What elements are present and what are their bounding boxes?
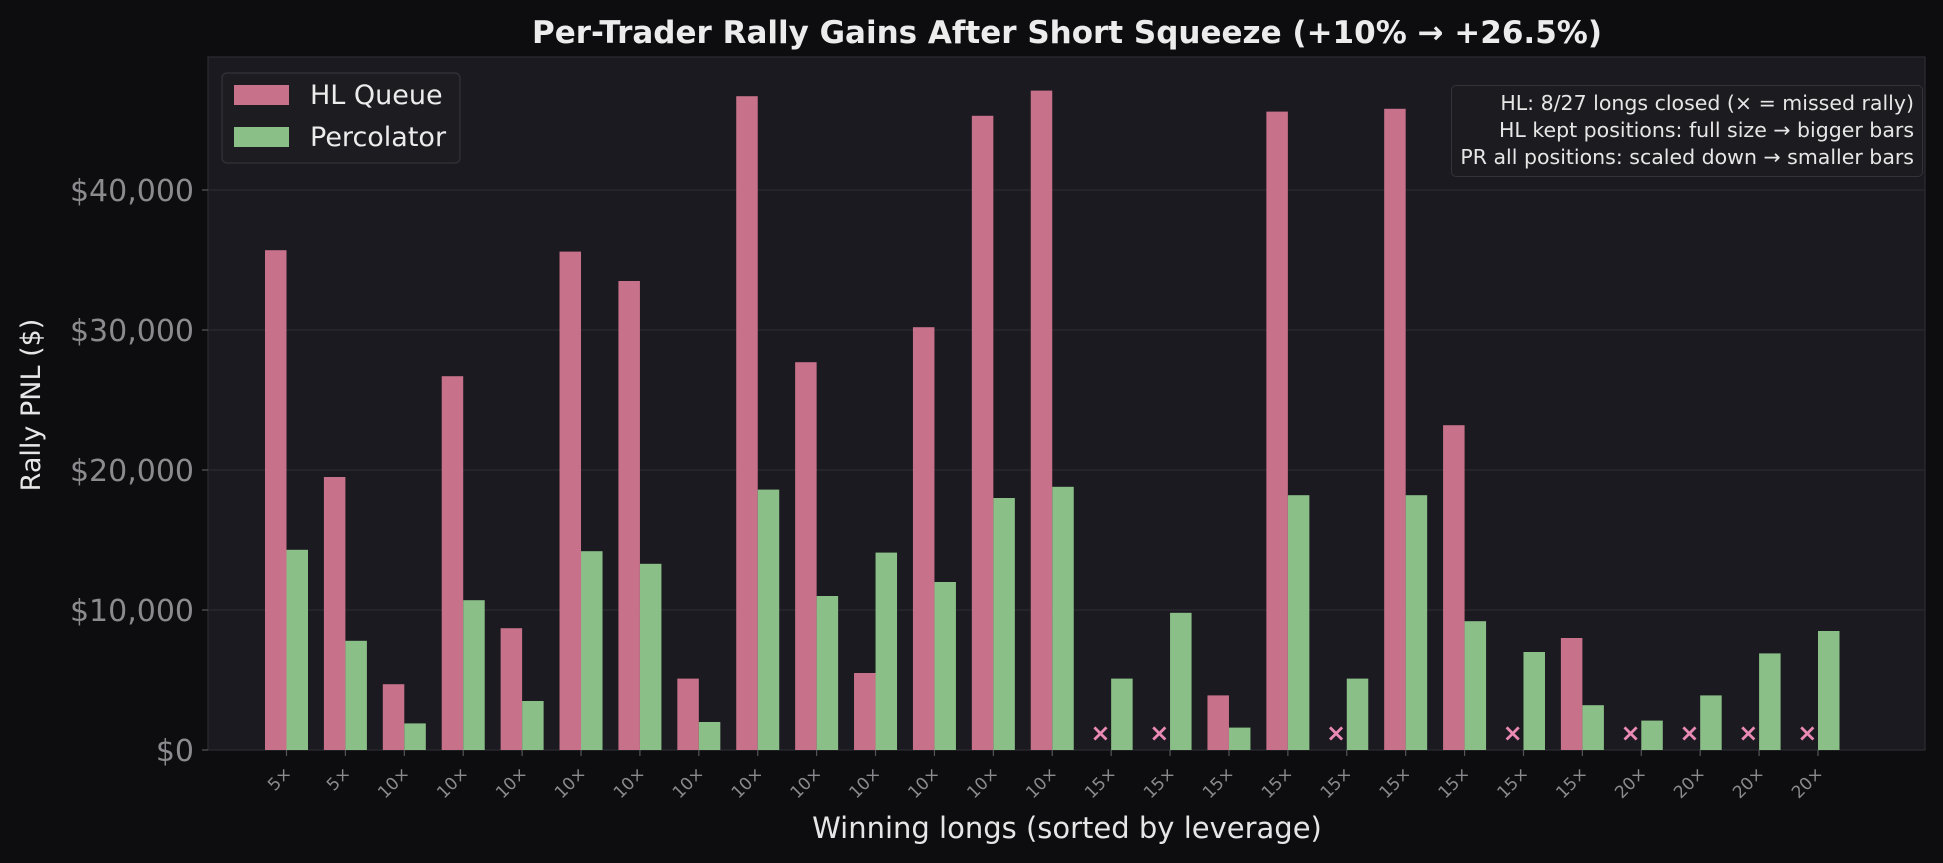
x-tick-label: 20× <box>1611 763 1651 803</box>
bar-percolator <box>1287 495 1310 750</box>
bar-percolator <box>1641 720 1663 750</box>
bar-hl-queue <box>1030 90 1053 751</box>
annotation-line-2: HL kept positions: full size → bigger ba… <box>1498 118 1914 142</box>
bar-hl-queue <box>265 250 287 750</box>
x-tick-label: 20× <box>1788 763 1828 803</box>
legend: HL Queue Percolator <box>221 72 461 164</box>
x-tick-label: 10× <box>433 763 473 803</box>
y-tick-label: $0 <box>156 734 194 769</box>
x-tick-label: 15× <box>1435 763 1475 803</box>
bar-hl-queue <box>677 678 699 750</box>
chart-title: Per-Trader Rally Gains After Short Squee… <box>532 15 1602 51</box>
annotation-line-3: PR all positions: scaled down → smaller … <box>1460 145 1914 169</box>
x-tick-label: 5× <box>323 763 355 795</box>
bar-hl-queue <box>912 327 935 750</box>
x-tick-label: 10× <box>669 763 709 803</box>
missed-rally-marker: × <box>1149 719 1169 747</box>
bar-percolator <box>816 596 839 750</box>
missed-rally-marker: × <box>1503 719 1523 747</box>
x-tick-label: 15× <box>1258 763 1298 803</box>
bar-hl-queue <box>971 115 994 751</box>
bar-percolator <box>522 701 544 750</box>
bar-percolator <box>463 600 485 750</box>
annotation-line-1: HL: 8/27 longs closed (× = missed rally) <box>1500 91 1914 115</box>
x-tick-label: 15× <box>1140 763 1180 803</box>
bar-percolator <box>698 722 721 750</box>
x-tick-label: 15× <box>1081 763 1121 803</box>
bar-percolator <box>1405 495 1428 750</box>
x-tick-label: 20× <box>1729 763 1769 803</box>
legend-swatch-hl-queue <box>234 85 289 105</box>
x-tick-label: 10× <box>551 763 591 803</box>
bar-hl-queue <box>736 96 758 750</box>
missed-rally-marker: × <box>1326 719 1346 747</box>
bar-percolator <box>1228 727 1251 750</box>
bar-percolator <box>286 549 308 750</box>
y-tick-label: $10,000 <box>70 594 194 629</box>
missed-rally-marker: × <box>1738 719 1758 747</box>
y-tick-label: $30,000 <box>70 314 194 349</box>
missed-rally-marker: × <box>1090 719 1110 747</box>
bar-hl-queue <box>1384 108 1406 751</box>
bar-percolator <box>1759 653 1781 750</box>
bar-percolator <box>581 551 603 750</box>
bar-percolator <box>1582 705 1604 750</box>
x-tick-label: 10× <box>374 763 414 803</box>
bar-percolator <box>934 582 956 750</box>
missed-rally-marker: × <box>1679 719 1699 747</box>
bar-percolator <box>875 552 898 750</box>
annotation-box: HL: 8/27 longs closed (× = missed rally)… <box>1451 85 1923 177</box>
bar-hl-queue <box>1266 111 1288 751</box>
x-tick-label: 10× <box>846 763 886 803</box>
x-tick-label: 15× <box>1376 763 1416 803</box>
bar-percolator <box>757 489 780 750</box>
x-tick-label: 15× <box>1317 763 1357 803</box>
x-tick-label: 10× <box>787 763 827 803</box>
bar-percolator <box>404 723 426 750</box>
bar-hl-queue <box>441 376 464 750</box>
y-axis-label: Rally PNL ($) <box>16 319 47 492</box>
legend-label-hl-queue: HL Queue <box>310 80 443 111</box>
x-tick-label: 10× <box>492 763 532 803</box>
bar-percolator <box>345 640 367 750</box>
bar-percolator <box>1700 695 1722 750</box>
bar-percolator <box>639 563 662 750</box>
y-tick-label: $20,000 <box>70 454 194 489</box>
x-axis-label: Winning longs (sorted by leverage) <box>812 811 1322 845</box>
bar-hl-queue <box>382 684 405 750</box>
bar-hl-queue <box>1560 638 1583 750</box>
y-tick-label: $40,000 <box>70 174 194 209</box>
bar-percolator <box>1464 621 1487 750</box>
bar-hl-queue <box>323 477 346 750</box>
bar-percolator <box>1052 486 1074 750</box>
x-tick-label: 10× <box>728 763 768 803</box>
x-tick-label: 10× <box>1022 763 1062 803</box>
x-tick-label: 20× <box>1670 763 1710 803</box>
legend-label-percolator: Percolator <box>310 122 447 153</box>
bar-percolator <box>993 498 1015 750</box>
bar-hl-queue <box>618 281 640 750</box>
bar-percolator <box>1523 652 1545 750</box>
x-tick-label: 15× <box>1552 763 1592 803</box>
bar-hl-queue <box>500 628 523 750</box>
bar-percolator <box>1111 678 1133 750</box>
bar-percolator <box>1170 612 1192 750</box>
bar-hl-queue <box>1207 695 1229 750</box>
bar-percolator <box>1818 631 1840 750</box>
missed-rally-marker: × <box>1620 719 1640 747</box>
x-tick-label: 10× <box>963 763 1003 803</box>
x-tick-label: 15× <box>1199 763 1239 803</box>
x-tick-label: 5× <box>264 763 296 795</box>
legend-swatch-percolator <box>234 127 289 147</box>
x-tick-label: 10× <box>904 763 944 803</box>
bar-percolator <box>1346 678 1369 750</box>
bar-hl-queue <box>559 251 582 750</box>
x-tick-label: 10× <box>610 763 650 803</box>
bar-hl-queue <box>1443 425 1465 750</box>
x-tick-label: 15× <box>1493 763 1533 803</box>
bar-hl-queue <box>854 673 876 750</box>
missed-rally-marker: × <box>1797 719 1817 747</box>
bar-hl-queue <box>795 362 817 750</box>
